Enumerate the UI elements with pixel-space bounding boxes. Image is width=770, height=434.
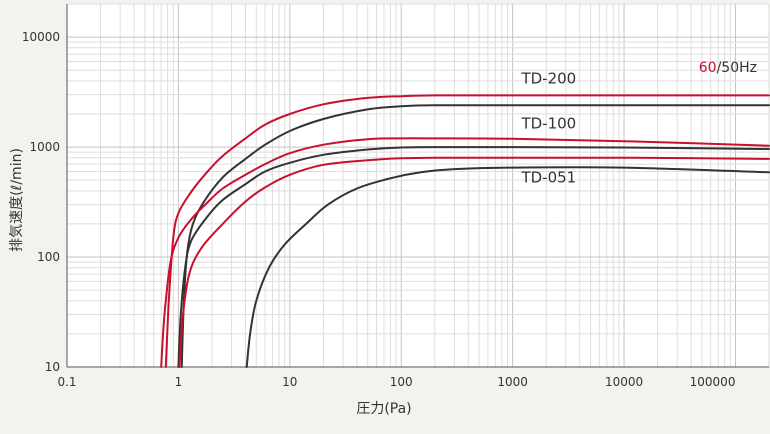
y-tick-label: 1000	[29, 140, 60, 154]
y-tick-label: 10000	[22, 30, 60, 44]
y-tick-label: 100	[37, 250, 60, 264]
x-tick-label: 0.1	[57, 375, 76, 389]
plot-background	[67, 4, 769, 367]
x-tick-label: 1000	[497, 375, 528, 389]
curve-td-051-50hz	[245, 166, 770, 368]
curve-label: TD-051	[520, 169, 576, 187]
curve-td-200-50hz	[180, 104, 770, 368]
legend-50hz: /50Hz	[717, 60, 757, 76]
x-tick-label: 1	[175, 375, 183, 389]
curve-td-200-60hz	[164, 94, 770, 368]
curve-labels: TD-200 TD-100 TD-051	[520, 69, 576, 186]
y-axis-label: 排気速度(ℓ/min)	[9, 148, 25, 252]
x-tick-label: 10000	[605, 375, 643, 389]
legend: 60/50Hz	[699, 60, 757, 76]
x-tick-label: 100000	[690, 375, 736, 389]
legend-60hz: 60	[699, 60, 717, 76]
curve-td-051-60hz	[178, 156, 770, 368]
curve-td-100-60hz	[160, 137, 770, 368]
curve-label: TD-100	[520, 114, 576, 132]
x-axis-label: 圧力(Pa)	[356, 401, 411, 417]
curves	[160, 94, 770, 368]
y-tick-label: 10	[45, 360, 60, 374]
x-tick-label: 100	[390, 375, 413, 389]
axes: 0.1 1 10 100 1000 10000 100000 10 100 1000 10000	[22, 4, 769, 389]
curve-label: TD-200	[520, 69, 576, 87]
x-tick-label: 10	[282, 375, 297, 389]
curve-td-100-50hz	[177, 146, 770, 368]
